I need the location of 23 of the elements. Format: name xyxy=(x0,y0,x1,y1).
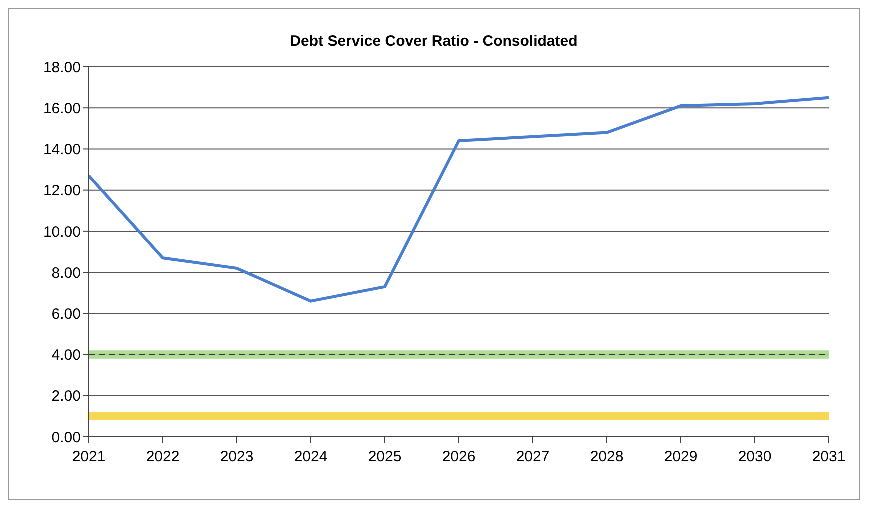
y-tick-label: 10.00 xyxy=(43,224,81,241)
x-tick-label: 2023 xyxy=(220,448,254,466)
line-series xyxy=(88,96,830,303)
x-tick-label: 2022 xyxy=(146,448,180,466)
x-tick-label: 2028 xyxy=(590,448,624,466)
x-tick-label: 2025 xyxy=(368,448,402,466)
y-tick-label: 0.00 xyxy=(52,429,81,446)
chart-title: Debt Service Cover Ratio - Consolidated xyxy=(289,33,579,52)
x-tick-label: 2027 xyxy=(516,448,550,466)
y-tick-label: 14.00 xyxy=(43,142,81,159)
y-tick-label: 4.00 xyxy=(52,347,81,364)
x-tick-label: 2031 xyxy=(812,448,846,466)
y-tick-label: 2.00 xyxy=(52,388,81,406)
x-tick-label: 2021 xyxy=(72,448,106,466)
x-tick-label: 2024 xyxy=(294,448,328,466)
x-tick-label: 2029 xyxy=(664,448,698,466)
y-tick-label: 12.00 xyxy=(43,182,81,200)
x-tick-label: 2026 xyxy=(442,448,476,466)
y-tick-label: 8.00 xyxy=(52,264,81,282)
y-tick-label: 16.00 xyxy=(43,100,81,118)
x-tick-label: 2030 xyxy=(738,448,772,466)
y-tick-label: 6.00 xyxy=(52,306,81,323)
y-tick-label: 18.00 xyxy=(43,59,81,76)
